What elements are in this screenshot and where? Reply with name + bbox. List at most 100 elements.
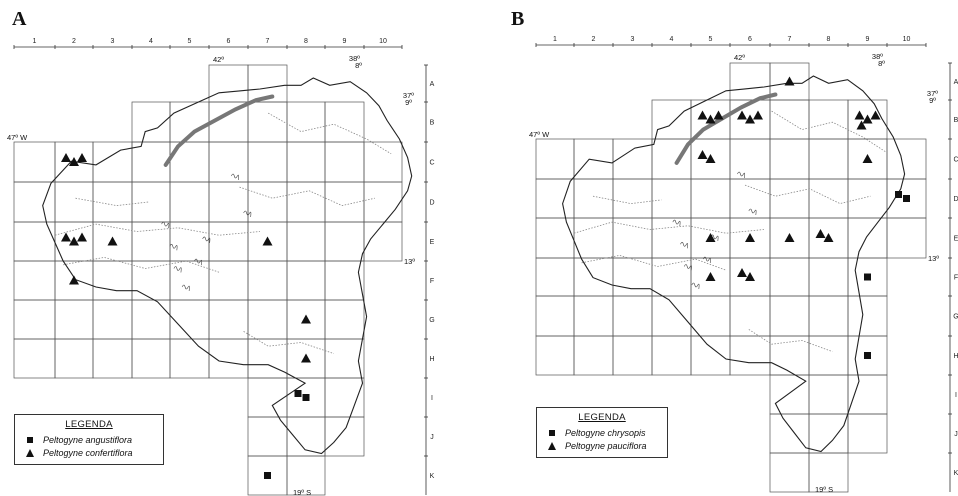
- column-number: 7: [266, 38, 270, 45]
- grid-cell: [208, 299, 249, 340]
- grid-cell: [92, 141, 133, 183]
- grid-cell: [169, 338, 210, 379]
- coordinate-label: 8º: [878, 59, 885, 68]
- relief-squiggle: [202, 236, 211, 243]
- map-legend: LEGENDA Peltogyne chrysopis Peltogyne pa…: [536, 407, 668, 458]
- grid-cell: [13, 338, 56, 379]
- river-line: [592, 195, 662, 205]
- grid-cell: [847, 413, 888, 454]
- grid-cell: [535, 178, 575, 219]
- relief-squiggle: [680, 242, 689, 249]
- grid-cell: [169, 299, 210, 340]
- relief-squiggle: [181, 284, 190, 292]
- grid-cell: [324, 260, 365, 301]
- grid-cell: [208, 64, 249, 103]
- square-marker: [895, 191, 902, 198]
- grid-cell: [573, 295, 614, 337]
- row-letter: E: [954, 236, 958, 243]
- row-letter: E: [430, 239, 435, 246]
- triangle-marker: [705, 114, 716, 124]
- grid-cell: [324, 416, 365, 457]
- grid-cell: [535, 335, 575, 376]
- grid-cell: [612, 178, 653, 219]
- column-number: 8: [304, 38, 308, 45]
- grid-cell: [54, 338, 94, 379]
- grid-cell: [612, 295, 653, 337]
- triangle-marker: [77, 153, 87, 162]
- grid-cell: [131, 141, 171, 183]
- grid-cell: [651, 99, 692, 140]
- column-number: 2: [592, 36, 596, 43]
- grid: [13, 64, 403, 496]
- row-letter: B: [954, 117, 958, 124]
- coordinate-label: 37º: [927, 89, 938, 98]
- grid-cell: [886, 217, 927, 259]
- triangle-marker: [705, 272, 716, 281]
- row-letter: B: [430, 120, 435, 127]
- grid-cell: [208, 181, 249, 223]
- state-outline: [562, 75, 906, 453]
- river-line: [771, 110, 886, 153]
- grid-cell: [769, 257, 810, 297]
- column-number: 3: [111, 38, 115, 45]
- state-outline: [42, 77, 413, 455]
- grid-cell: [886, 138, 927, 180]
- triangle-marker: [823, 233, 834, 242]
- row-letter: K: [430, 473, 435, 480]
- relief-squiggle: [683, 264, 692, 271]
- reservoir: [674, 92, 778, 165]
- row-letter: J: [954, 431, 958, 438]
- grid-cell: [13, 260, 56, 301]
- grid-cell: [808, 413, 849, 454]
- row-letter: K: [954, 470, 958, 477]
- triangle-marker: [262, 236, 273, 246]
- grid-cell: [535, 295, 575, 337]
- row-letter: D: [429, 200, 434, 207]
- triangle-marker: [697, 110, 708, 120]
- relief-squiggle: [710, 234, 719, 241]
- triangle-marker: [856, 120, 867, 130]
- grid-cell: [324, 181, 365, 223]
- legend-entry: Peltogyne pauciflora: [545, 439, 659, 452]
- river-line: [573, 221, 765, 234]
- column-ruler: 1 2 3 4 5 6 7 8 9 10: [535, 36, 927, 47]
- square-marker: [302, 394, 310, 401]
- grid-cell: [324, 338, 365, 379]
- relief-squiggle: [691, 282, 700, 290]
- legend-label: Peltogyne confertiflora: [43, 447, 133, 458]
- column-number: 6: [748, 36, 752, 43]
- grid-cell: [729, 62, 771, 101]
- occurrence-markers: [61, 153, 311, 479]
- grid-cell: [324, 299, 365, 340]
- triangle-marker: [107, 236, 118, 246]
- relief-squiggle: [702, 256, 711, 264]
- column-number: 10: [903, 36, 911, 43]
- grid-cell: [808, 178, 849, 219]
- row-letter: G: [429, 317, 434, 324]
- river-line: [54, 223, 261, 236]
- square-marker: [864, 352, 871, 359]
- grid-cell: [247, 141, 288, 183]
- column-number: 9: [866, 36, 870, 43]
- grid-cell: [808, 257, 849, 297]
- grid-cell: [573, 335, 614, 376]
- grid-cell: [808, 99, 849, 140]
- grid-cell: [847, 217, 888, 259]
- grid-cell: [363, 221, 403, 262]
- triangle-marker: [737, 268, 747, 277]
- triangle-marker-icon: [545, 441, 559, 450]
- triangle-marker: [77, 232, 87, 242]
- grid-cell: [54, 299, 94, 340]
- coordinate-label: 8º: [355, 61, 362, 70]
- grid-cell: [808, 335, 849, 376]
- triangle-marker: [784, 233, 795, 242]
- rivers: [573, 110, 886, 352]
- legend-entry: Peltogyne confertiflora: [23, 446, 155, 459]
- row-letter: D: [953, 196, 958, 203]
- triangle-marker: [784, 76, 795, 86]
- grid-cell: [535, 217, 575, 259]
- triangle-marker: [745, 233, 755, 242]
- grid-cell: [847, 295, 888, 337]
